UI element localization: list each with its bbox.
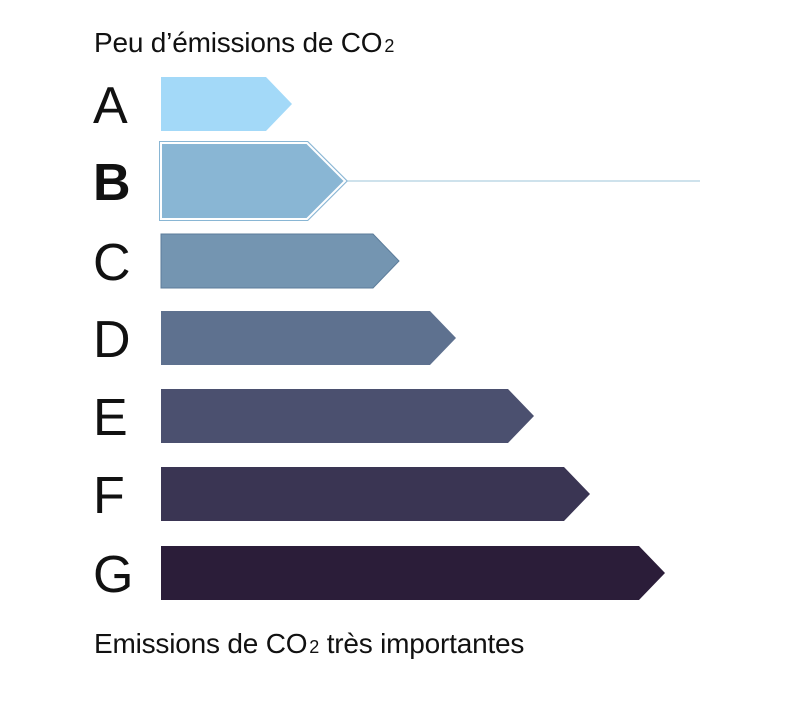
class-b-letter: B: [93, 154, 131, 212]
high-emissions-text-after: très importantes: [319, 628, 525, 659]
class-b-arrow: [160, 142, 347, 220]
class-f-arrow: [161, 467, 590, 521]
high-emissions-text-before: Emissions de CO: [94, 628, 308, 659]
class-f-letter: F: [93, 467, 125, 525]
class-e-letter: E: [93, 389, 128, 447]
class-a-letter: A: [93, 77, 128, 135]
class-c-arrow: [160, 233, 400, 289]
class-c-letter: C: [93, 234, 131, 292]
class-g-letter: G: [93, 546, 133, 604]
class-g-arrow: [161, 546, 665, 600]
low-emissions-subscript: 2: [384, 36, 395, 56]
low-emissions-caption: Peu d’émissions de CO 2: [94, 29, 394, 57]
class-e-arrow: [161, 389, 534, 443]
high-emissions-subscript: 2: [309, 637, 320, 657]
class-a-arrow: [161, 77, 292, 131]
low-emissions-text: Peu d’émissions de CO: [94, 27, 383, 58]
high-emissions-caption: Emissions de CO 2 très importantes: [94, 630, 524, 658]
class-d-letter: D: [93, 311, 131, 369]
class-d-arrow: [161, 311, 456, 365]
